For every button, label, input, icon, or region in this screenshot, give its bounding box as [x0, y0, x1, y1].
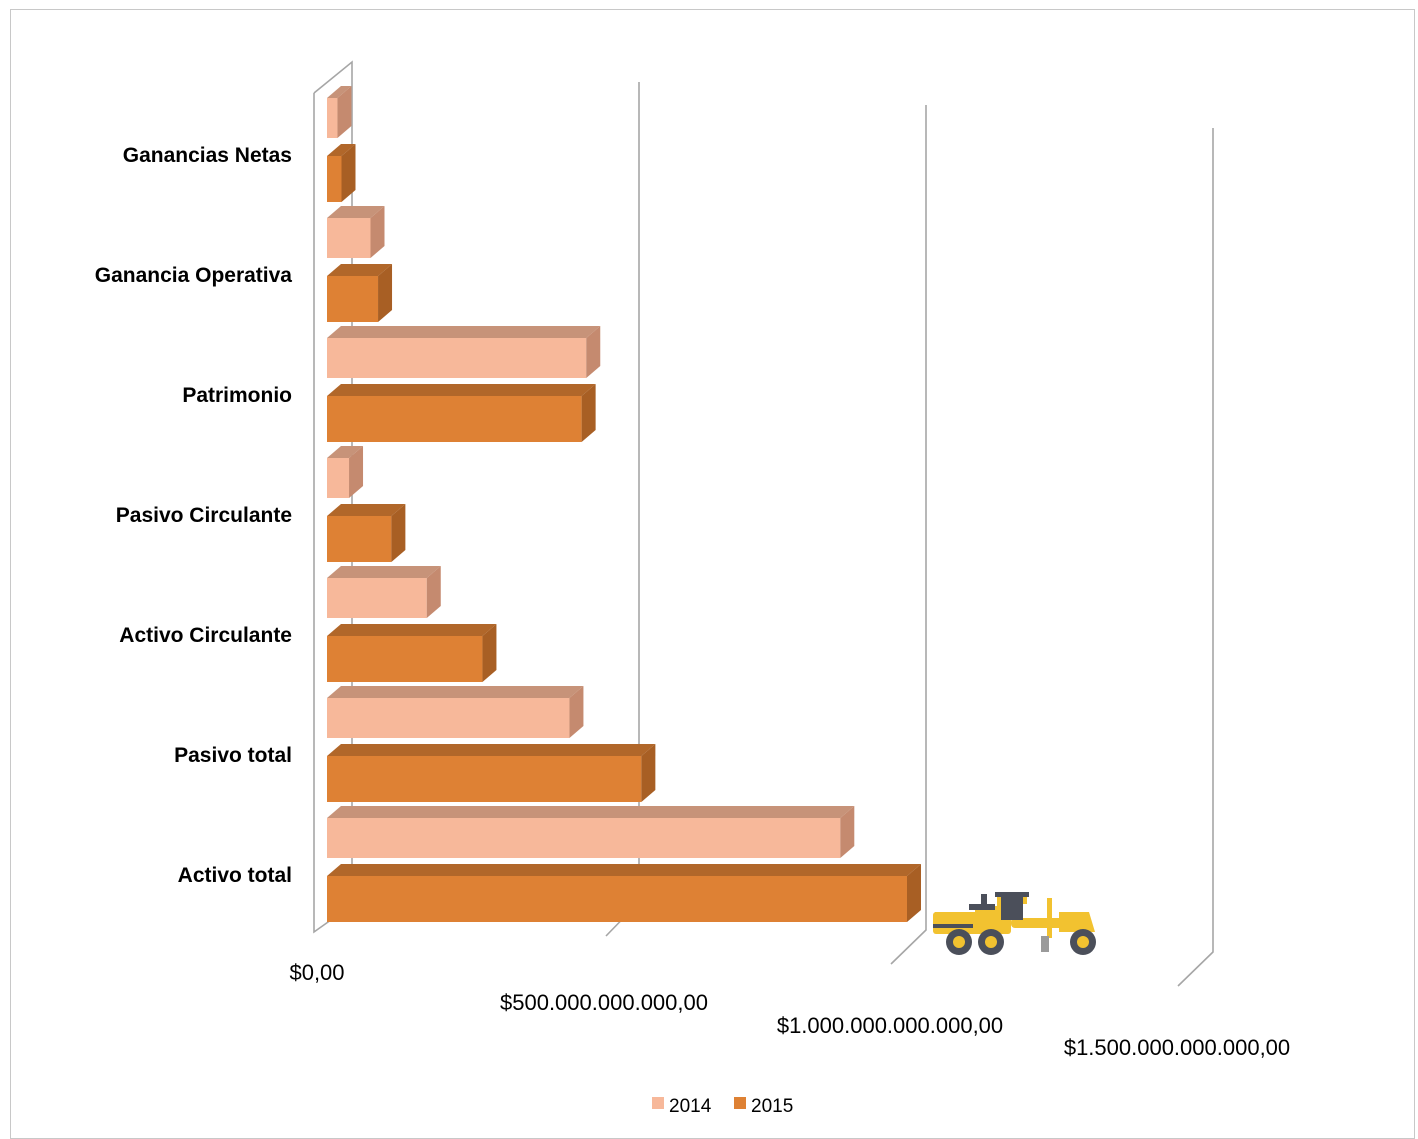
- bar-side-face: [581, 384, 596, 442]
- x-tick-label: $0,00: [289, 960, 344, 985]
- bar-front-face: [327, 516, 392, 562]
- bar-side-face: [391, 504, 406, 562]
- bar-front-face: [327, 276, 379, 322]
- bar-front-face: [327, 818, 841, 858]
- bar-chart: Activo total Pasivo total Activo Circulant…: [95, 60, 1290, 1117]
- category-label-activo-circulante: Activo Circulante: [119, 624, 292, 647]
- bar-patrimonio-2015[interactable]: [327, 384, 596, 442]
- bar-side-face: [370, 206, 385, 258]
- gridline: [1177, 128, 1214, 987]
- bar-side-face: [341, 144, 356, 202]
- bar-side-face: [426, 566, 441, 618]
- bar-top-face: [327, 86, 352, 98]
- bar-front-face: [327, 636, 483, 682]
- chart-frame: Activo total Pasivo total Activo Circulant…: [10, 9, 1415, 1139]
- bar-side-face: [641, 744, 656, 802]
- bar-pasivo-total-2014[interactable]: [327, 686, 584, 738]
- bar-top-face: [327, 624, 497, 636]
- category-label-pasivo-total: Pasivo total: [174, 744, 292, 767]
- category-label-activo-total: Activo total: [178, 864, 292, 887]
- bar-ganancia-operativa-2015[interactable]: [327, 264, 393, 322]
- bar-ganancia-operativa-2014[interactable]: [327, 206, 385, 258]
- legend-item-2015[interactable]: 2015: [734, 1096, 793, 1117]
- category-label-ganancia-operativa: Ganancia Operativa: [95, 264, 293, 287]
- category-label-ganancias-netas: Ganancias Netas: [123, 144, 292, 167]
- category-label-pasivo-circulante: Pasivo Circulante: [116, 504, 292, 527]
- bar-pasivo-circulante-2015[interactable]: [327, 504, 406, 562]
- bar-activo-circulante-2015[interactable]: [327, 624, 497, 682]
- legend-swatch-2015: [734, 1097, 746, 1109]
- bar-front-face: [327, 98, 338, 138]
- bar-front-face: [327, 396, 582, 442]
- legend-label-2015: 2015: [751, 1096, 793, 1117]
- bar-activo-total-2014[interactable]: [327, 806, 855, 858]
- legend: 2014 2015: [652, 1096, 793, 1117]
- bar-front-face: [327, 338, 587, 378]
- x-tick-labels: $0,00 $500.000.000.000,00 $1.000.000.000.0…: [289, 960, 1290, 1060]
- bars: [327, 86, 921, 922]
- bar-top-face: [327, 806, 855, 818]
- bar-side-face: [569, 686, 584, 738]
- bar-front-face: [327, 218, 371, 258]
- bar-top-face: [327, 206, 385, 218]
- legend-label-2014: 2014: [669, 1096, 712, 1117]
- legend-swatch-2014: [652, 1097, 664, 1109]
- motor-grader-icon: [933, 892, 1096, 955]
- legend-item-2014[interactable]: 2014: [652, 1096, 712, 1117]
- bar-front-face: [327, 756, 642, 802]
- bar-top-face: [327, 566, 441, 578]
- bar-ganancias-netas-2015[interactable]: [327, 144, 356, 202]
- bar-side-face: [482, 624, 497, 682]
- bar-front-face: [327, 578, 427, 618]
- bar-side-face: [349, 446, 364, 498]
- bar-top-face: [327, 686, 584, 698]
- bar-top-face: [327, 384, 596, 396]
- category-label-patrimonio: Patrimonio: [182, 384, 292, 407]
- bar-top-face: [327, 264, 393, 276]
- bar-top-face: [327, 744, 656, 756]
- bar-side-face: [840, 806, 855, 858]
- bar-pasivo-total-2015[interactable]: [327, 744, 656, 802]
- bar-front-face: [327, 698, 570, 738]
- bar-top-face: [327, 144, 356, 156]
- bar-top-face: [327, 446, 364, 458]
- bar-side-face: [378, 264, 393, 322]
- category-labels: Activo total Pasivo total Activo Circulant…: [95, 144, 293, 887]
- x-tick-label: $500.000.000.000,00: [500, 990, 708, 1015]
- bar-patrimonio-2014[interactable]: [327, 326, 601, 378]
- bar-top-face: [327, 864, 921, 876]
- bar-front-face: [327, 156, 342, 202]
- bar-pasivo-circulante-2014[interactable]: [327, 446, 364, 498]
- bar-activo-total-2015[interactable]: [327, 864, 921, 922]
- gridline: [890, 105, 927, 965]
- bar-side-face: [337, 86, 352, 138]
- x-tick-label: $1.000.000.000.000,00: [777, 1013, 1003, 1038]
- bar-top-face: [327, 504, 406, 516]
- bar-activo-circulante-2014[interactable]: [327, 566, 441, 618]
- bar-front-face: [327, 876, 907, 922]
- bar-top-face: [327, 326, 601, 338]
- bar-front-face: [327, 458, 350, 498]
- bar-ganancias-netas-2014[interactable]: [327, 86, 352, 138]
- x-tick-label: $1.500.000.000.000,00: [1064, 1035, 1290, 1060]
- bar-side-face: [907, 864, 921, 922]
- bar-side-face: [586, 326, 601, 378]
